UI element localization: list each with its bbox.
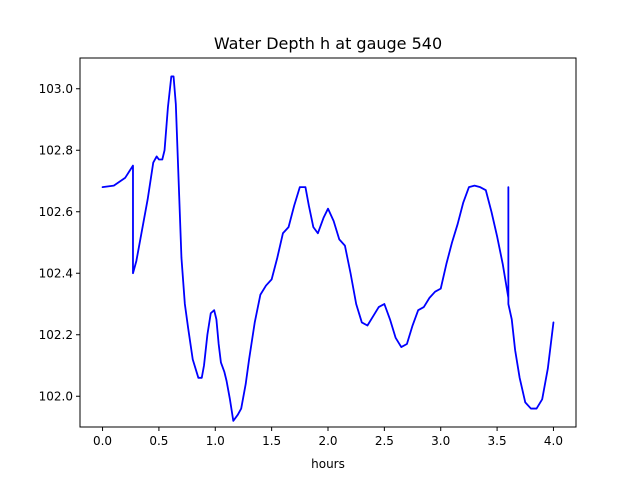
x-tick-label: 3.5 — [488, 434, 507, 448]
x-tick-label: 0.5 — [149, 434, 168, 448]
y-tick-label: 102.8 — [39, 143, 73, 157]
y-tick-label: 102.0 — [39, 389, 73, 403]
x-tick-label: 1.0 — [206, 434, 225, 448]
series-layer — [101, 75, 555, 422]
x-tick-label: 4.0 — [544, 434, 563, 448]
x-axis-label: hours — [311, 457, 345, 471]
x-axis: 0.0 0.5 1.0 1.5 2.0 2.5 3.0 3.5 4.0 — [93, 427, 563, 448]
y-tick-label: 102.2 — [39, 328, 73, 342]
x-tick-label: 2.5 — [375, 434, 394, 448]
chart-title: Water Depth h at gauge 540 — [214, 34, 442, 53]
x-tick-label: 2.0 — [318, 434, 337, 448]
x-tick-label: 0.0 — [93, 434, 112, 448]
x-tick-label: 1.5 — [262, 434, 281, 448]
y-axis: 102.0 102.2 102.4 102.6 102.8 103.0 — [39, 82, 80, 403]
x-tick-label: 3.0 — [431, 434, 450, 448]
y-tick-label: 103.0 — [39, 82, 73, 96]
plot-frame — [79, 57, 577, 428]
y-tick-label: 102.6 — [39, 205, 73, 219]
plot-area — [80, 58, 576, 427]
y-tick-label: 102.4 — [39, 266, 73, 280]
series-line-0 — [101, 75, 555, 422]
